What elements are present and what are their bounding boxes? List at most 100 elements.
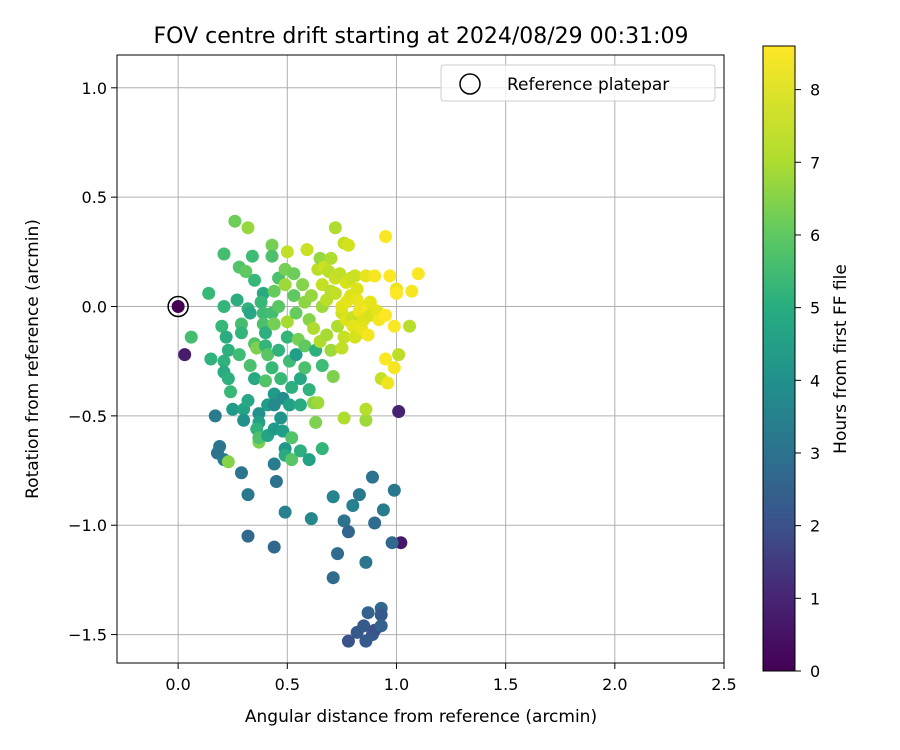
data-point: [385, 536, 399, 550]
data-point: [269, 474, 283, 488]
data-point: [379, 308, 393, 322]
x-tick-label: 2.0: [602, 675, 627, 694]
data-point: [204, 352, 218, 366]
data-point: [241, 394, 255, 408]
data-point: [280, 330, 294, 344]
data-point: [280, 315, 294, 329]
data-point: [324, 251, 338, 265]
data-point: [217, 247, 231, 261]
reference-marker: [167, 295, 189, 318]
x-tick-label: 1.5: [493, 675, 518, 694]
data-point: [357, 619, 371, 633]
data-point: [315, 359, 329, 373]
data-point: [346, 499, 360, 513]
data-point: [361, 328, 375, 342]
data-point: [296, 278, 310, 292]
data-point: [254, 295, 268, 309]
data-point: [208, 409, 222, 423]
y-tick-label: 0.5: [82, 188, 107, 207]
data-point: [293, 444, 307, 458]
data-point: [293, 372, 307, 386]
colorbar-ticks: 0 1 2 3 4 5 6 7 8: [795, 81, 820, 681]
data-point: [302, 383, 316, 397]
data-point: [335, 341, 349, 355]
data-point: [221, 372, 235, 386]
data-point: [374, 608, 388, 622]
data-point: [359, 402, 373, 416]
data-point: [298, 339, 312, 353]
data-point: [379, 352, 393, 366]
data-point: [237, 413, 251, 427]
data-point: [379, 230, 393, 244]
colorbar-tick-label: 4: [810, 371, 820, 390]
data-point: [337, 411, 351, 425]
data-point: [411, 267, 425, 281]
data-point: [403, 319, 417, 333]
data-point: [285, 380, 299, 394]
data-point: [350, 282, 364, 296]
data-point: [215, 319, 229, 333]
y-tick-label: −0.5: [68, 407, 107, 426]
colorbar-tick-label: 5: [810, 299, 820, 318]
colorbar-tick-label: 8: [810, 81, 820, 100]
data-point: [341, 525, 355, 539]
data-point: [309, 415, 323, 429]
data-point: [202, 286, 216, 300]
colorbar-tick-label: 7: [810, 153, 820, 172]
data-point: [272, 343, 286, 357]
data-point: [287, 267, 301, 281]
data-point: [368, 269, 382, 283]
y-tick-label: −1.0: [68, 516, 107, 535]
data-point: [293, 398, 307, 412]
data-point: [383, 269, 397, 283]
data-point: [300, 243, 314, 257]
y-tick-label: 1.0: [82, 79, 107, 98]
data-point: [326, 571, 340, 585]
data-point: [265, 238, 279, 252]
data-point: [365, 470, 379, 484]
data-point: [241, 488, 255, 502]
data-point: [405, 284, 419, 298]
data-point: [278, 505, 292, 519]
data-point: [287, 289, 301, 303]
data-point: [248, 372, 262, 386]
data-point: [241, 221, 255, 235]
data-point: [331, 547, 345, 561]
data-point: [324, 343, 338, 357]
data-point: [326, 369, 340, 383]
colorbar-label: Hours from first FF file: [831, 264, 851, 454]
reference-point: [171, 300, 185, 314]
data-point: [239, 265, 253, 279]
data-point: [228, 214, 242, 228]
data-point: [274, 372, 288, 386]
data-point: [226, 402, 240, 416]
data-point: [302, 453, 316, 467]
x-tick-label: 0.0: [165, 675, 190, 694]
data-point: [392, 348, 406, 362]
data-point: [298, 361, 312, 375]
data-point: [311, 396, 325, 410]
data-point: [267, 457, 281, 471]
plot-frame: [116, 54, 725, 664]
colorbar-tick-label: 3: [810, 444, 820, 463]
data-point: [285, 453, 299, 467]
data-point: [307, 321, 321, 335]
data-point: [304, 289, 318, 303]
legend-label: Reference platepar: [507, 75, 669, 95]
colorbar-tick-label: 1: [810, 589, 820, 608]
data-point: [285, 431, 299, 445]
colorbar-tick-label: 2: [810, 517, 820, 536]
data-point: [243, 306, 257, 320]
data-point: [359, 555, 373, 569]
data-point: [219, 330, 233, 344]
data-point: [368, 516, 382, 530]
chart-title: FOV centre drift starting at 2024/08/29 …: [154, 24, 689, 49]
data-point: [376, 503, 390, 517]
x-axis-label: Angular distance from reference (arcmin): [245, 707, 597, 727]
data-point: [267, 317, 281, 331]
data-point: [381, 376, 395, 390]
data-point: [248, 273, 262, 287]
data-point: [234, 326, 248, 340]
data-point: [352, 488, 366, 502]
data-point: [282, 398, 296, 412]
